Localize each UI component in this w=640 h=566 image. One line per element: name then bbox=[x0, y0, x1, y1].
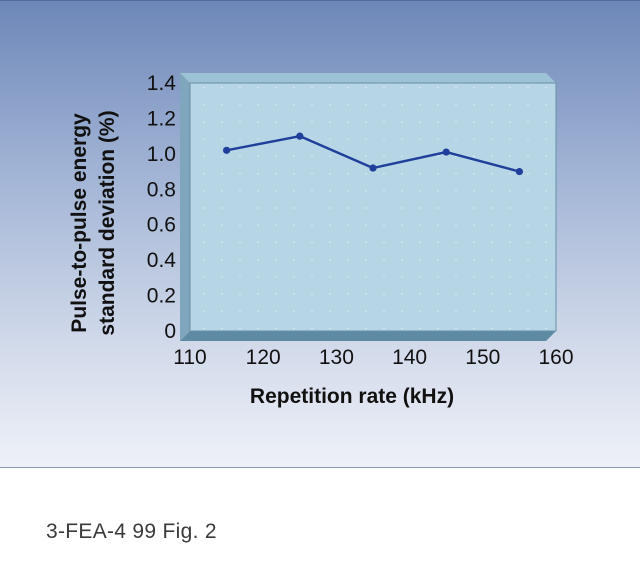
data-point bbox=[442, 148, 450, 156]
y-axis-ticks: 0 0.2 0.4 0.6 0.8 1.0 1.2 1.4 bbox=[147, 72, 177, 343]
x-tick-label: 130 bbox=[319, 346, 354, 369]
x-axis-title: Repetition rate (kHz) bbox=[250, 385, 454, 408]
data-series bbox=[223, 132, 524, 176]
data-point bbox=[515, 167, 524, 176]
x-tick-label: 140 bbox=[392, 346, 427, 369]
x-axis-ticks: 110 120 130 140 150 160 bbox=[173, 346, 573, 369]
y-tick-label: 0 bbox=[164, 320, 176, 343]
x-tick-label: 110 bbox=[173, 346, 206, 369]
x-tick-label: 120 bbox=[246, 346, 281, 369]
plot-grid bbox=[203, 87, 547, 329]
y-tick-label: 0.8 bbox=[147, 178, 176, 201]
chart-panel: 0 0.2 0.4 0.6 0.8 1.0 1.2 1.4 110 120 130 140 150 16… bbox=[0, 0, 640, 468]
y-tick-label: 1.0 bbox=[147, 143, 176, 166]
x-tick-label: 150 bbox=[465, 346, 500, 369]
y-tick-label: 0.2 bbox=[147, 285, 176, 308]
y-axis-title-line-1: Pulse-to-pulse energy bbox=[68, 113, 91, 333]
data-point bbox=[223, 146, 231, 154]
x-tick-label: 160 bbox=[538, 346, 573, 369]
plot-floor bbox=[180, 331, 556, 341]
line-chart: 0 0.2 0.4 0.6 0.8 1.0 1.2 1.4 110 120 130 140 150 16… bbox=[68, 72, 574, 408]
plot-left-wall bbox=[180, 73, 190, 341]
plot-frame bbox=[180, 73, 557, 341]
data-point bbox=[369, 164, 377, 172]
y-tick-label: 0.4 bbox=[147, 249, 177, 272]
y-axis-title-line-2: standard deviation (%) bbox=[96, 110, 119, 335]
plot-area bbox=[189, 82, 557, 332]
y-tick-label: 1.2 bbox=[147, 107, 176, 130]
figure-caption: 3-FEA-4 99 Fig. 2 bbox=[46, 520, 217, 543]
y-tick-label: 0.6 bbox=[147, 214, 176, 237]
y-tick-label: 1.4 bbox=[147, 72, 177, 95]
plot-top-edge bbox=[180, 73, 556, 83]
data-point bbox=[296, 132, 304, 140]
